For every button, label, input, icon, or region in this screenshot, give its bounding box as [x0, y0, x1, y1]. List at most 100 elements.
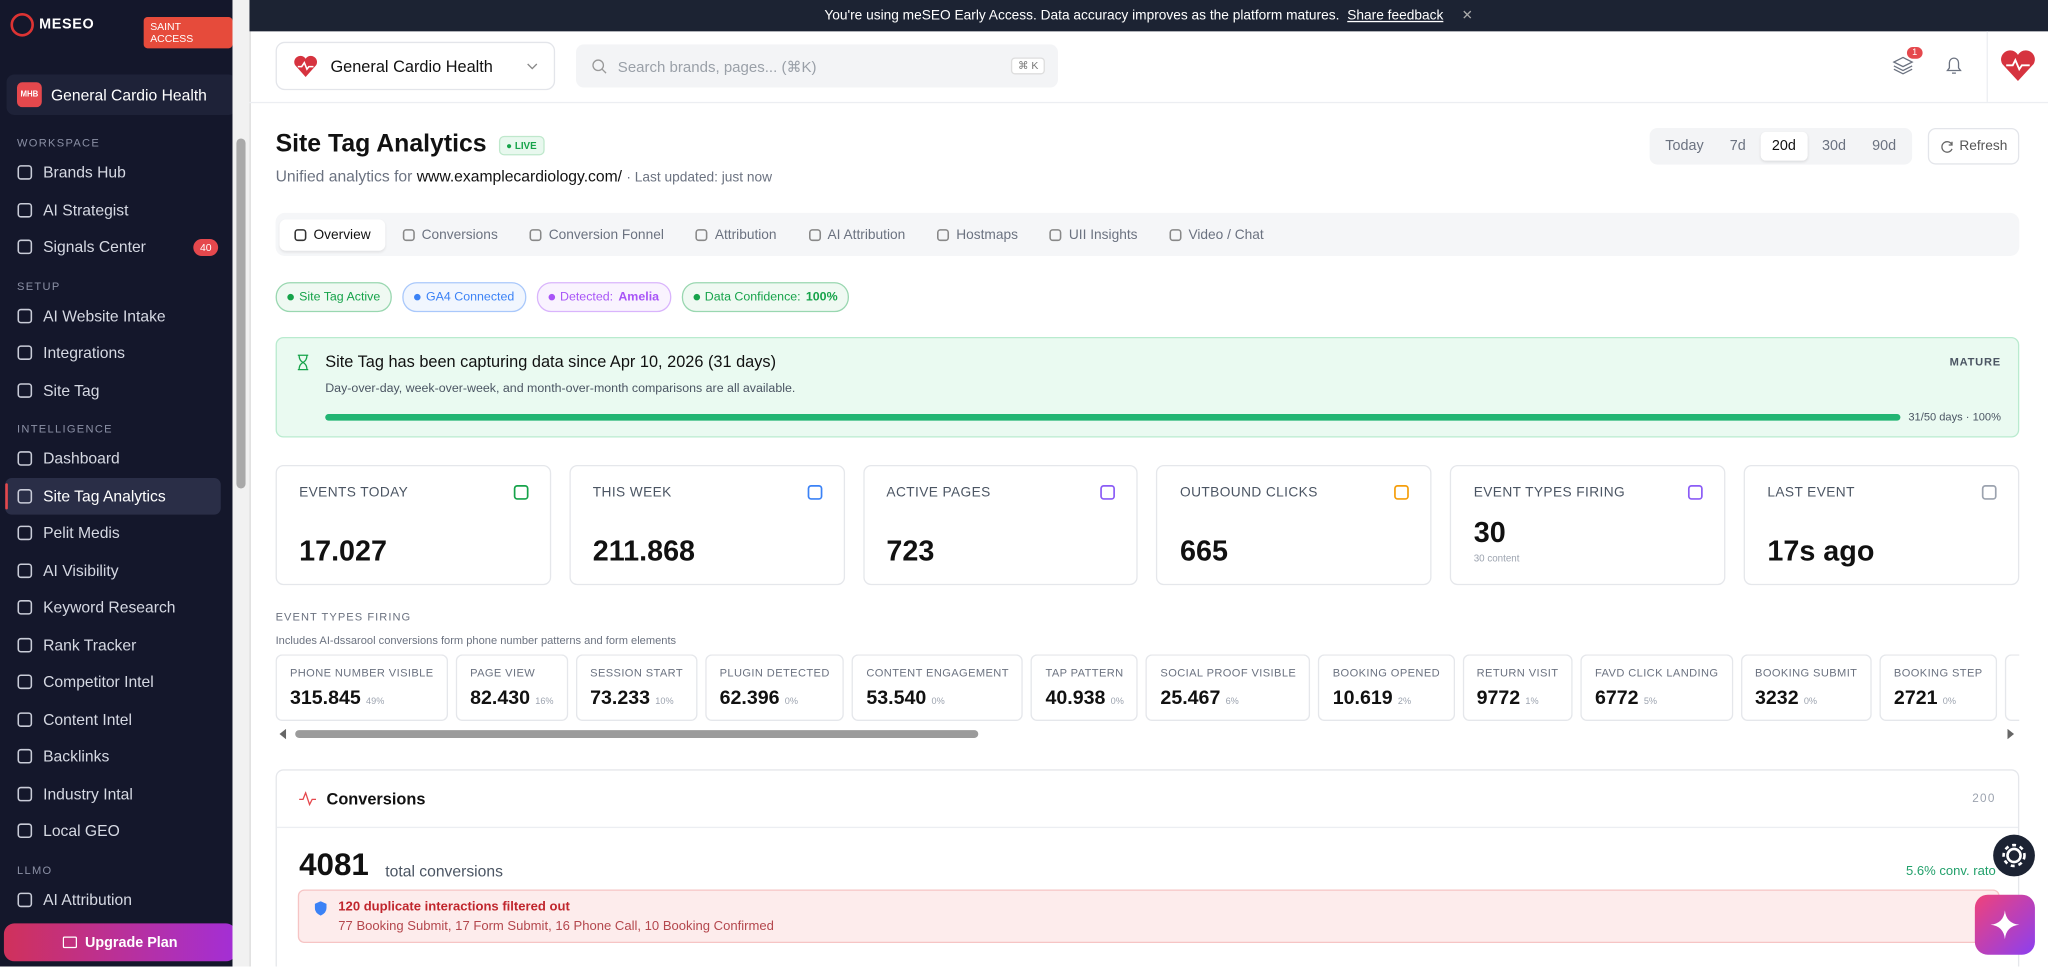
nav-label: AI Attribution: [43, 890, 132, 909]
h-scrollbar: [276, 728, 2020, 741]
tab[interactable]: UII Insights: [1035, 219, 1152, 250]
feedback-link[interactable]: Share feedback: [1347, 7, 1444, 24]
nav-item[interactable]: Keyword Research: [5, 589, 221, 626]
layers-icon[interactable]: [1892, 55, 1914, 76]
icon: [17, 165, 33, 181]
event-share: 0%: [931, 697, 945, 707]
nav-item[interactable]: Backlinks: [5, 738, 221, 775]
chevron: [527, 63, 538, 70]
avatar[interactable]: [2000, 48, 2037, 82]
stat-icon: [513, 485, 529, 500]
bell-icon[interactable]: [1945, 55, 1963, 76]
tab[interactable]: AI Attribution: [794, 219, 920, 250]
event-card: FAVD CLICK LANDING 6772 5%: [1580, 654, 1733, 721]
range-option[interactable]: Today: [1665, 138, 1704, 155]
nav-item[interactable]: Industry Intal: [5, 775, 221, 812]
event-value: 40.938 0%: [1045, 687, 1123, 709]
tab[interactable]: Conversions: [388, 219, 513, 250]
assistant-fab[interactable]: [1974, 894, 2035, 955]
scroll-left[interactable]: [279, 728, 288, 740]
tab[interactable]: Video / Chat: [1154, 219, 1278, 250]
nav-item[interactable]: AI Website Intake: [5, 297, 221, 334]
refresh-button[interactable]: Refresh: [1927, 127, 2020, 165]
nav-label: Keyword Research: [43, 598, 176, 617]
nav-item[interactable]: Content Intel: [5, 701, 221, 738]
event-card: RETURN VISIT 9772 1%: [1462, 654, 1573, 721]
status-chip[interactable]: Data Confidence: 100%: [681, 282, 850, 313]
topbar: General Cardio Health Search brands, pag…: [249, 31, 2048, 104]
section-title: EVENT TYPES FIRING: [275, 609, 412, 624]
tab-label: Conversion Fonnel: [548, 226, 664, 243]
close[interactable]: ✕: [1461, 7, 1474, 24]
nav-item[interactable]: Signals Center 40: [5, 229, 221, 266]
scroll-thumb[interactable]: [295, 730, 979, 738]
chip-dot: [692, 293, 700, 301]
stat-card: EVENT TYPES FIRING 30 30 content: [1450, 464, 1726, 586]
icon: [17, 563, 33, 579]
chip-value: Amelia: [618, 289, 660, 305]
event-count: 53.540: [866, 687, 927, 710]
nav-item[interactable]: Local GEO: [5, 812, 221, 849]
progress-track: [325, 414, 1901, 421]
nav-item[interactable]: AI Strategist: [5, 191, 221, 228]
event-label: PAGE VIEW: [470, 666, 536, 680]
nav-item[interactable]: Site Tag: [5, 372, 221, 409]
chip-value: 100%: [805, 289, 838, 305]
icon-svg: [17, 892, 33, 907]
scroll-right[interactable]: [2007, 728, 2016, 740]
tab[interactable]: Hostmaps: [922, 219, 1032, 250]
nav-item[interactable]: Dashboard: [5, 440, 221, 477]
nav-item[interactable]: AI Visibility: [5, 552, 221, 589]
refresh-icon: [1941, 140, 1953, 153]
range-option[interactable]: 7d: [1729, 138, 1746, 155]
event-share: 1%: [1525, 697, 1539, 707]
event-label: FAVD CLICK LANDING: [1594, 666, 1719, 680]
event-card: SOCIAL PE26070: [2004, 654, 2020, 721]
logo[interactable]: MESEO: [10, 13, 94, 37]
upgrade-button[interactable]: Upgrade Plan: [3, 923, 237, 962]
nav-item[interactable]: Pelit Medis: [5, 515, 221, 552]
stat-label: OUTBOUND CLICKS: [1180, 484, 1318, 501]
tab[interactable]: Overview: [279, 218, 385, 251]
nav-section-title: SETUP: [16, 278, 61, 292]
brand-switcher[interactable]: MHB General Cardio Health: [6, 74, 237, 115]
settings-fab[interactable]: [1993, 834, 2035, 877]
event-card: CONTENT ENGAGEMENT 53.540 0%: [851, 654, 1024, 721]
event-card: SOCIAL PROOF VISIBLE 25.467 6%: [1146, 654, 1311, 721]
title-text: Site Tag Analytics: [275, 130, 487, 159]
tab[interactable]: Conversion Fonnel: [515, 219, 678, 250]
stat-card: OUTBOUND CLICKS 665: [1156, 464, 1432, 586]
brand-select[interactable]: General Cardio Health: [275, 41, 556, 91]
subtitle-prefix: Unified analytics for: [275, 167, 413, 186]
status-chip: Detected: Amelia: [536, 282, 671, 313]
range-option[interactable]: 90d: [1872, 138, 1897, 155]
capture-title: Site Tag has been capturing data since A…: [325, 352, 777, 371]
range-option[interactable]: 30d: [1821, 138, 1846, 155]
alert-detail: 77 Booking Submit, 17 Form Submit, 16 Ph…: [338, 919, 774, 934]
nav-item[interactable]: Rank Tracker: [5, 626, 221, 663]
brand-initials: MHB: [16, 82, 42, 108]
nav-item[interactable]: Site Tag Analytics: [5, 477, 221, 515]
nav-item[interactable]: Integrations: [5, 334, 221, 371]
icon-svg: [17, 488, 33, 504]
scroll-thumb[interactable]: [236, 138, 246, 489]
search[interactable]: Search brands, pages... (⌘K) ⌘ K: [575, 44, 1058, 88]
nav-item[interactable]: AI Attribution: [5, 881, 221, 918]
nav-item[interactable]: Brands Hub: [5, 154, 221, 191]
brand-icon: [294, 55, 318, 77]
nav-label: Signals Center: [43, 238, 146, 257]
event-value: 315.845 49%: [290, 687, 434, 709]
alert-title: 120 duplicate interactions filtered out: [338, 899, 570, 915]
nav-label: Integrations: [43, 343, 126, 363]
event-label: BOOKING OPENED: [1332, 666, 1441, 680]
icon-svg: [17, 165, 33, 181]
tab[interactable]: Attribution: [681, 219, 791, 250]
tab-label: Attribution: [714, 226, 777, 243]
sparkle: [1990, 910, 2020, 940]
nav-item[interactable]: Competitor Intel: [5, 664, 221, 701]
icon: [17, 823, 33, 839]
icon: [17, 308, 33, 324]
event-count: 73.233: [590, 687, 651, 710]
icon-svg: [17, 823, 33, 839]
range-option[interactable]: 20d: [1760, 131, 1808, 161]
